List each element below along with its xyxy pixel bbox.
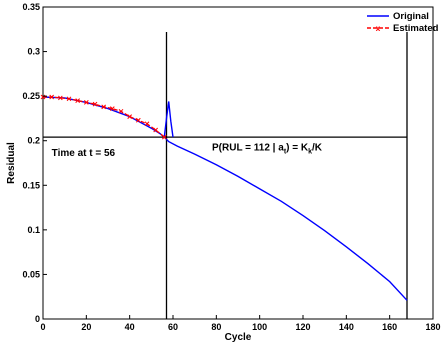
estimated-point bbox=[49, 94, 55, 100]
legend: Original x Estimated bbox=[367, 11, 439, 34]
y-tick-label: 0.2 bbox=[27, 136, 40, 146]
legend-estimated-marker: x bbox=[376, 24, 381, 33]
series-original-spike bbox=[163, 101, 174, 138]
y-tick-label: 0 bbox=[35, 314, 40, 324]
prob-sub-t: t bbox=[284, 149, 287, 156]
series-original-line bbox=[42, 96, 408, 301]
y-tick-label: 0.3 bbox=[27, 47, 40, 57]
reference-lines bbox=[43, 31, 408, 319]
x-tick-label: 40 bbox=[125, 322, 135, 332]
estimated-point bbox=[66, 96, 72, 102]
x-axis-label: Cycle bbox=[225, 332, 252, 343]
y-tick-label: 0.35 bbox=[22, 2, 40, 12]
y-tick-label: 0.1 bbox=[27, 225, 40, 235]
estimated-point bbox=[57, 95, 63, 101]
x-tick-label: 120 bbox=[295, 322, 310, 332]
legend-original-label: Original bbox=[393, 11, 429, 22]
x-tick-label: 100 bbox=[252, 322, 267, 332]
estimated-point bbox=[118, 108, 124, 114]
x-tick-label: 60 bbox=[168, 322, 178, 332]
y-tick-label: 0.25 bbox=[22, 91, 40, 101]
prob-suffix: /K bbox=[312, 143, 323, 154]
prob-mid: ) = K bbox=[286, 143, 309, 154]
estimated-point bbox=[161, 134, 167, 140]
x-tick-label: 160 bbox=[382, 322, 397, 332]
probability-annotation: P(RUL = 112 | at) = Kk/K bbox=[212, 143, 323, 156]
estimated-point bbox=[92, 101, 98, 107]
y-axis-label: Residual bbox=[6, 142, 17, 184]
estimated-point bbox=[135, 117, 141, 123]
estimated-point bbox=[83, 100, 89, 105]
prob-prefix: P(RUL = 112 | a bbox=[212, 143, 284, 154]
estimated-point bbox=[153, 127, 159, 133]
x-tick-label: 140 bbox=[339, 322, 354, 332]
time-annotation: Time at t = 56 bbox=[52, 148, 116, 159]
prob-sub-k: k bbox=[308, 149, 312, 156]
estimated-point bbox=[109, 106, 115, 111]
x-tick-label: 0 bbox=[40, 322, 45, 332]
estimated-point bbox=[101, 104, 107, 110]
ticks-layer: 0 20 40 60 80 100 120 140 160 180 0 0.05 0.1 0.15 0.2 0… bbox=[22, 2, 440, 332]
estimated-point bbox=[144, 121, 150, 127]
estimated-point bbox=[127, 114, 133, 119]
y-tick-label: 0.05 bbox=[22, 269, 40, 279]
y-tick-label: 0.15 bbox=[22, 180, 40, 190]
plot-area bbox=[42, 6, 434, 320]
x-tick-label: 180 bbox=[425, 322, 440, 332]
estimated-point bbox=[75, 98, 81, 103]
x-tick-label: 20 bbox=[81, 322, 91, 332]
x-tick-label: 80 bbox=[211, 322, 221, 332]
series-layer bbox=[40, 94, 408, 301]
legend-estimated-label: Estimated bbox=[393, 23, 439, 34]
